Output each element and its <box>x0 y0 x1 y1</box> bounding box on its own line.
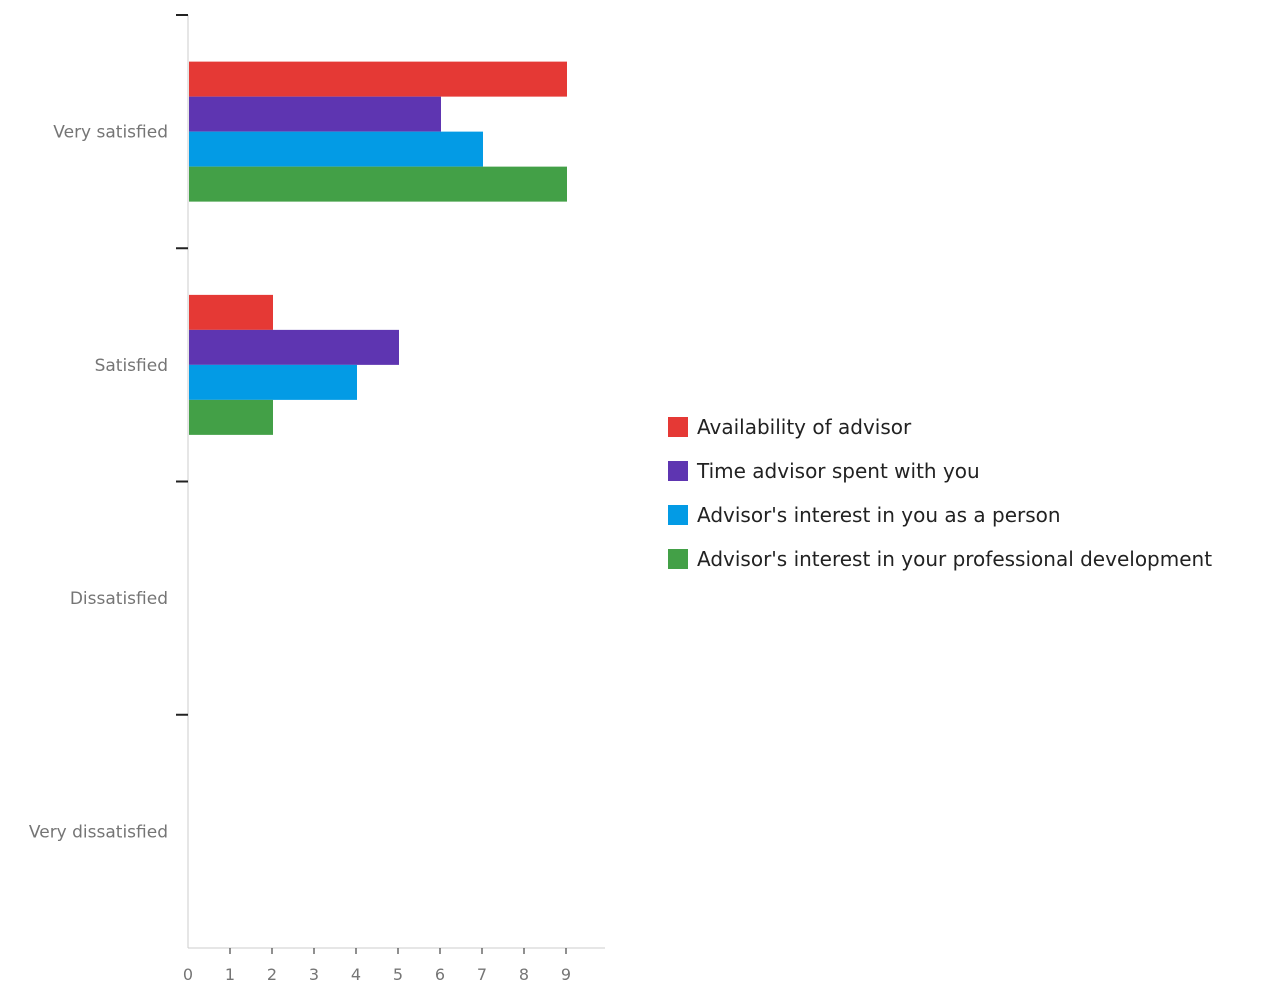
bars <box>189 61 567 435</box>
chart-legend: Availability of advisor Time advisor spen… <box>668 416 1212 592</box>
bar <box>189 96 441 132</box>
legend-swatch <box>668 505 688 525</box>
bar <box>189 294 273 330</box>
bar <box>189 399 273 435</box>
category-label: Dissatisfied <box>70 589 168 609</box>
legend-item: Advisor's interest in your professional … <box>668 548 1212 570</box>
x-tick-label: 0 <box>183 965 193 984</box>
legend-label: Availability of advisor <box>697 415 912 439</box>
x-tick-label: 6 <box>435 965 445 984</box>
x-tick-label: 9 <box>561 965 571 984</box>
axis-labels: Very satisfied Satisfied Dissatisfied Very … <box>29 123 571 984</box>
bar <box>189 364 357 400</box>
bar <box>189 329 399 365</box>
bar <box>189 166 567 202</box>
category-label: Very dissatisfied <box>29 822 168 842</box>
legend-item: Availability of advisor <box>668 416 1212 438</box>
x-tick-label: 2 <box>267 965 277 984</box>
legend-item: Time advisor spent with you <box>668 460 1212 482</box>
legend-swatch <box>668 549 688 569</box>
category-label: Satisfied <box>95 356 168 376</box>
x-tick-label: 1 <box>225 965 235 984</box>
legend-label: Time advisor spent with you <box>697 459 980 483</box>
category-label: Very satisfied <box>53 123 168 143</box>
legend-swatch <box>668 461 688 481</box>
legend-label: Advisor's interest in you as a person <box>697 503 1061 527</box>
bar <box>189 131 483 167</box>
legend-swatch <box>668 417 688 437</box>
x-tick-label: 4 <box>351 965 361 984</box>
x-tick-label: 8 <box>519 965 529 984</box>
axes <box>176 14 605 954</box>
legend-label: Advisor's interest in your professional … <box>697 547 1213 571</box>
bar <box>189 61 567 97</box>
x-tick-label: 5 <box>393 965 403 984</box>
legend-item: Advisor's interest in you as a person <box>668 504 1212 526</box>
x-tick-label: 3 <box>309 965 319 984</box>
x-tick-label: 7 <box>477 965 487 984</box>
